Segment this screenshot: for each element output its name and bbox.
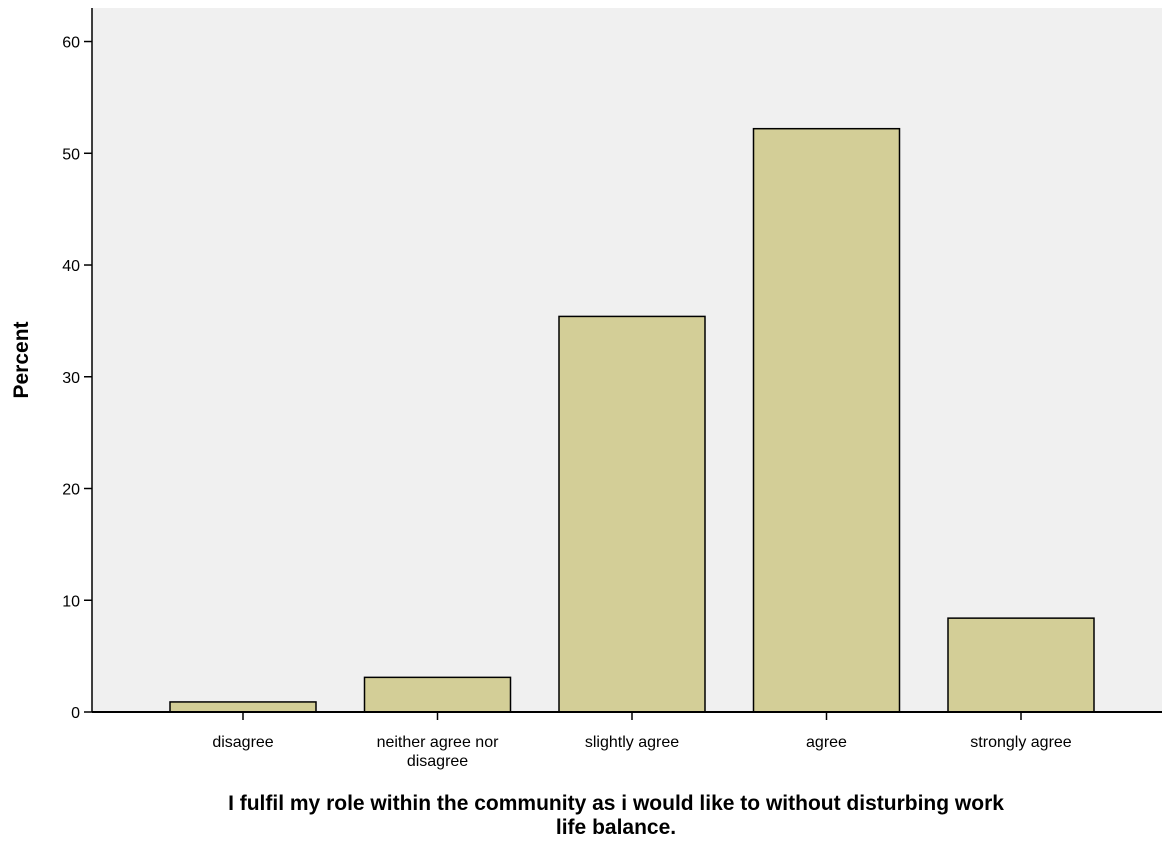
- y-tick-label: 10: [62, 593, 80, 610]
- bar-neither-agree-nor-disagree: [363, 676, 512, 713]
- bar-agree: [752, 127, 901, 713]
- x-tick-label-line: disagree: [212, 734, 273, 751]
- y-tick-label: 40: [62, 258, 80, 275]
- bars-group: [169, 127, 1095, 713]
- x-axis-title: I fulfil my role within the community as…: [228, 792, 1004, 839]
- bar-strongly-agree: [947, 617, 1095, 713]
- x-tick-label: slightly agree: [585, 734, 679, 751]
- y-axis-title: Percent: [10, 321, 33, 398]
- y-tick-label: 60: [62, 35, 80, 52]
- y-tick-label: 20: [62, 482, 80, 499]
- x-tick-label: neither agree nor disagree: [377, 734, 500, 770]
- bar-slightly-agree: [558, 315, 706, 713]
- y-tick-label: 30: [62, 370, 80, 387]
- x-tick-label-line: disagree: [407, 753, 468, 770]
- x-tick-label-line: agree: [806, 734, 847, 751]
- x-title-line: life balance.: [556, 816, 676, 839]
- x-tick-label-line: strongly agree: [970, 734, 1071, 751]
- y-axis: 0 10 20 30 40 50 60: [62, 8, 93, 722]
- x-tick-label: disagree: [212, 734, 273, 751]
- x-tick-label: strongly agree: [970, 734, 1071, 751]
- x-tick-label-line: slightly agree: [585, 734, 679, 751]
- x-axis: disagree neither agree nor disagree slightl…: [92, 711, 1162, 770]
- x-tick-label: agree: [806, 734, 847, 751]
- y-tick-label: 0: [71, 705, 80, 722]
- x-tick-label-line: neither agree nor: [377, 734, 500, 751]
- y-tick-label: 50: [62, 146, 80, 163]
- x-title-line: I fulfil my role within the community as…: [228, 792, 1004, 815]
- bar-disagree: [169, 701, 317, 713]
